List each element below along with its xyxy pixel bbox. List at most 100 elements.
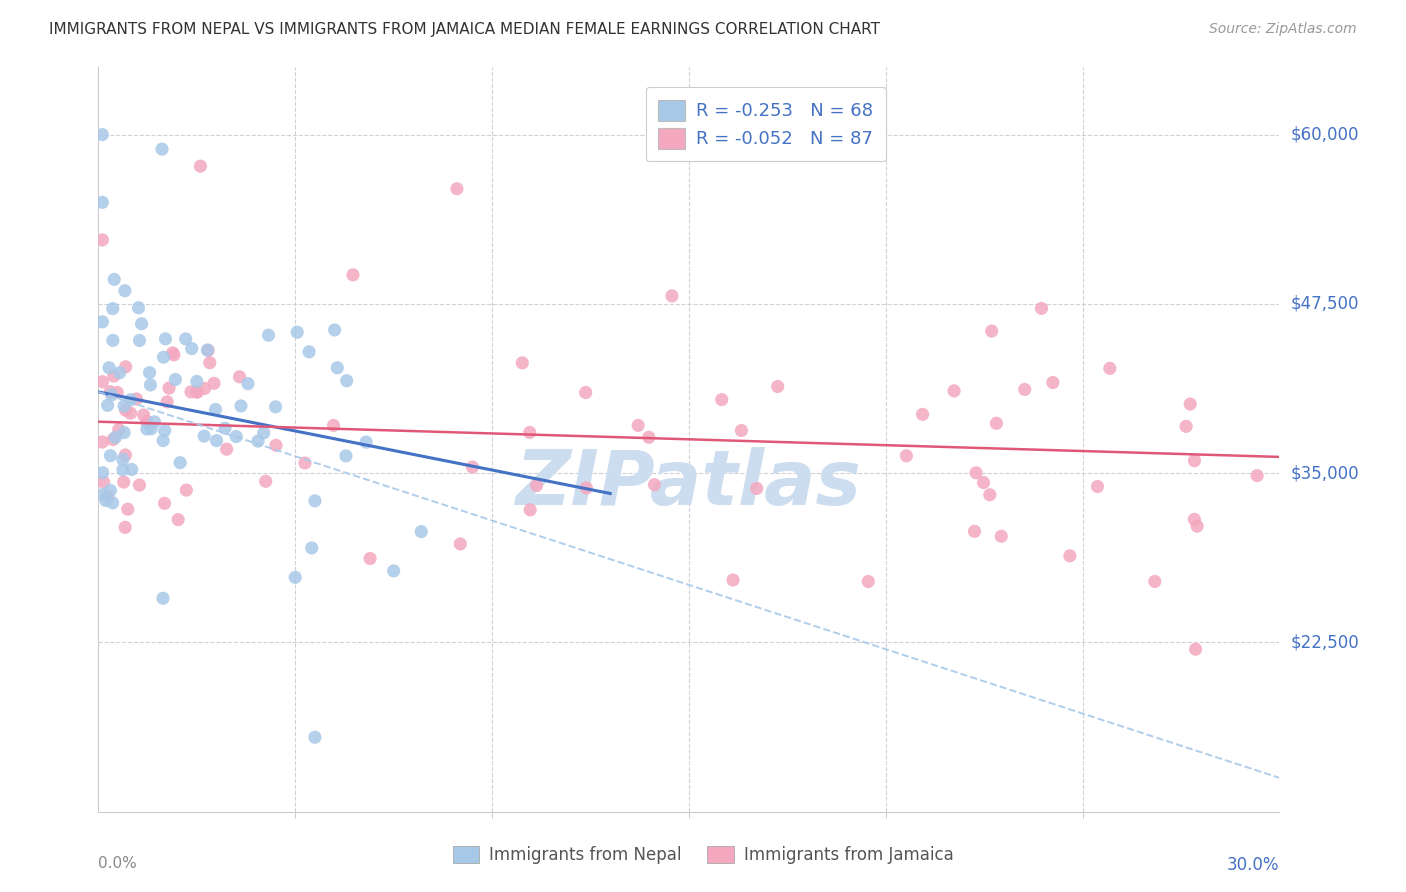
Point (1087, 479, 1109, 493)
Point (858, 574, 880, 589)
Point (205, 434, 228, 448)
Point (193, 429, 215, 443)
Point (575, 481, 598, 495)
Point (135, 414, 157, 428)
Point (112, 425, 135, 440)
Point (359, 551, 381, 566)
Point (98, 360, 121, 375)
Point (449, 537, 471, 551)
Point (100, 449, 122, 463)
Point (131, 317, 153, 331)
Point (91, 466, 114, 480)
Point (167, 513, 190, 527)
Point (165, 372, 187, 386)
Point (153, 496, 176, 510)
Point (93, 475, 115, 490)
Point (198, 356, 221, 370)
Point (225, 429, 247, 443)
Point (91, 195, 114, 210)
Point (1184, 512, 1206, 526)
Point (91, 233, 114, 247)
Point (194, 382, 217, 396)
Point (128, 334, 150, 348)
Point (101, 301, 124, 316)
Point (176, 483, 198, 497)
Point (91, 435, 114, 450)
Point (990, 529, 1012, 543)
Point (104, 430, 127, 444)
Point (336, 374, 359, 388)
Point (190, 159, 212, 173)
Point (121, 462, 143, 476)
Point (510, 356, 533, 370)
Point (575, 385, 598, 400)
Point (112, 399, 135, 413)
Point (152, 591, 174, 606)
Point (973, 475, 995, 490)
Point (117, 502, 139, 516)
Point (120, 392, 142, 407)
Point (1042, 376, 1064, 390)
Point (304, 494, 326, 508)
Point (111, 463, 134, 477)
Point (294, 456, 316, 470)
Point (101, 496, 124, 510)
Point (186, 375, 208, 389)
Point (101, 334, 124, 348)
Point (162, 346, 184, 360)
Point (382, 564, 405, 578)
Point (298, 344, 321, 359)
Point (157, 381, 180, 395)
Point (301, 541, 323, 555)
Point (139, 422, 162, 436)
Text: 30.0%: 30.0% (1227, 856, 1279, 874)
Point (1014, 383, 1036, 397)
Point (197, 343, 219, 358)
Point (204, 402, 226, 417)
Point (100, 483, 122, 498)
Point (342, 268, 364, 282)
Point (730, 424, 752, 438)
Point (163, 348, 186, 362)
Point (128, 478, 150, 492)
Point (114, 284, 136, 298)
Point (253, 425, 276, 440)
Point (911, 408, 934, 422)
Point (114, 520, 136, 534)
Point (1185, 519, 1208, 533)
Point (896, 449, 918, 463)
Point (108, 366, 131, 380)
Point (214, 421, 236, 435)
Point (174, 332, 197, 346)
Point (254, 475, 277, 489)
Point (304, 730, 326, 744)
Point (101, 433, 124, 447)
Point (963, 524, 986, 539)
Point (766, 379, 789, 393)
Point (943, 384, 966, 398)
Point (335, 449, 357, 463)
Point (202, 376, 225, 391)
Point (91, 315, 114, 329)
Point (100, 388, 122, 402)
Point (143, 415, 166, 429)
Point (643, 477, 665, 491)
Point (114, 403, 136, 417)
Point (1184, 642, 1206, 657)
Point (1246, 468, 1268, 483)
Point (519, 503, 541, 517)
Point (186, 385, 208, 400)
Point (323, 323, 346, 337)
Point (745, 482, 768, 496)
Point (153, 424, 176, 438)
Point (638, 430, 661, 444)
Point (91, 487, 114, 501)
Point (112, 475, 135, 489)
Point (128, 301, 150, 315)
Point (1098, 361, 1121, 376)
Point (91, 375, 114, 389)
Point (284, 570, 307, 584)
Point (721, 573, 744, 587)
Point (156, 394, 179, 409)
Point (1059, 549, 1081, 563)
